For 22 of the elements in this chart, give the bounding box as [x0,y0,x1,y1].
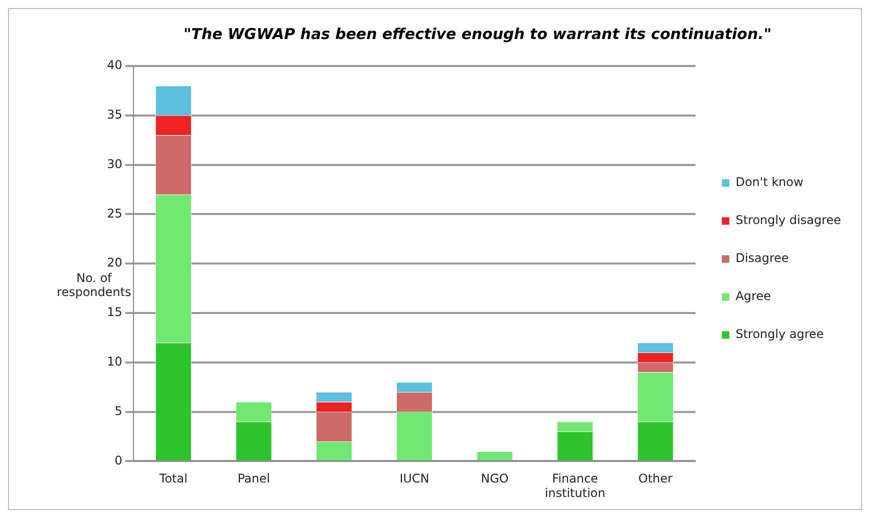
chart-title: "The WGWAP has been effective enough to warrant its continuation." [183,24,772,43]
x-tick-label: Finance institution [544,472,606,500]
legend-label: Strongly disagree [736,213,842,228]
legend-label: Agree [736,289,771,304]
x-tick-label: Total [158,472,188,486]
y-tick-label: 15 [106,305,122,320]
legend-label: Strongly agree [736,327,824,342]
y-tick-label: 0 [114,453,122,468]
x-tick-label: Panel [238,472,270,486]
y-tick-label: 20 [106,256,122,270]
x-tick-label: Other [638,472,673,486]
x-tick-label: IUCN [400,472,430,486]
y-tick-label: 5 [114,404,122,418]
y-axis-title: No. of respondents [56,271,132,299]
y-tick-label: 30 [106,156,122,171]
y-tick-label: 40 [106,58,122,72]
y-tick-label: 25 [106,206,122,220]
legend-label: Disagree [736,251,789,266]
y-tick-label: 10 [106,354,122,369]
legend-label: Don't know [736,175,804,190]
x-tick-label: NGO [480,472,509,486]
y-tick-label: 35 [106,108,122,122]
